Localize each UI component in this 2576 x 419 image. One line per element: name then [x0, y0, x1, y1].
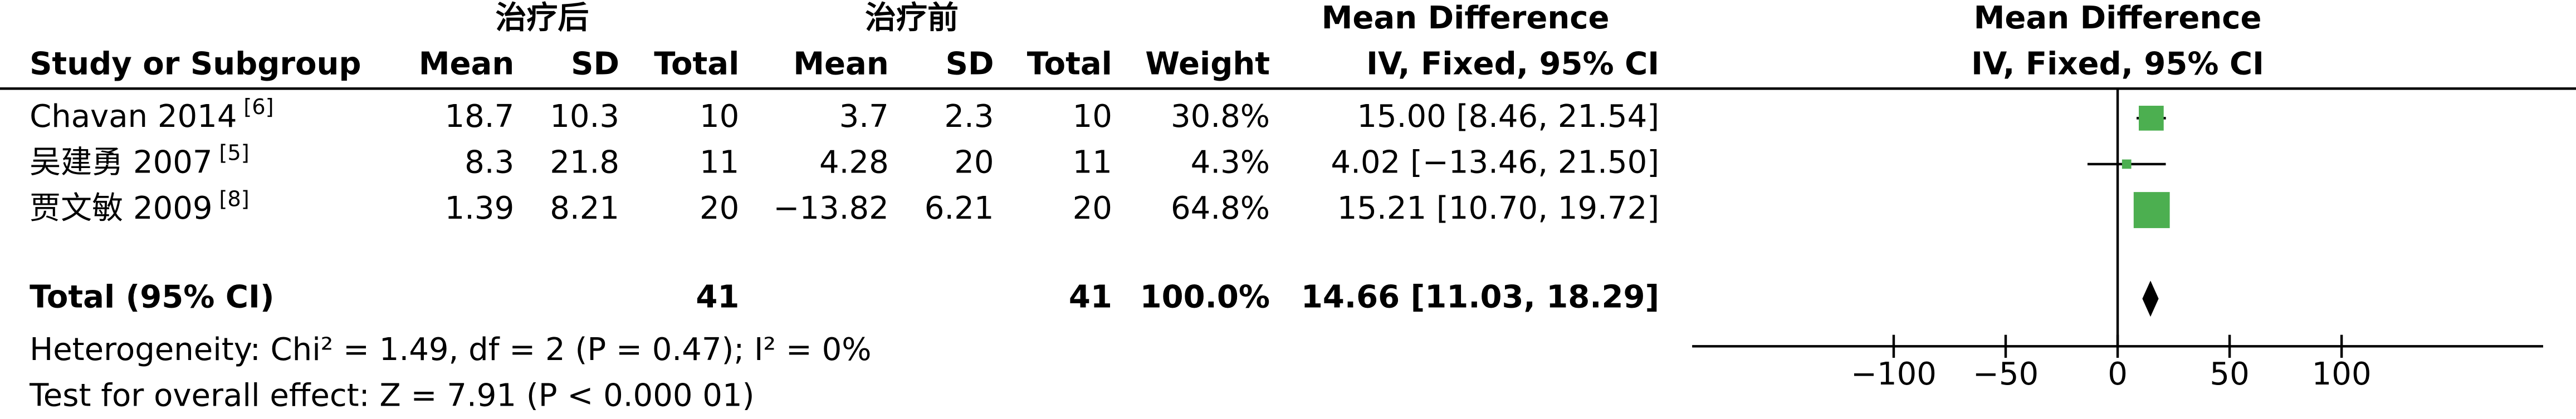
heterogeneity: Heterogeneity: Chi² = 1.49, df = 2 (P = … — [30, 332, 871, 368]
x-tick-label: 0 — [2108, 356, 2128, 392]
cell: 10.3 — [550, 98, 619, 135]
plot-title: Mean Difference — [1974, 0, 2262, 36]
weight-square — [2122, 159, 2132, 169]
reference: [6] — [243, 95, 273, 120]
column-header: IV, Fixed, 95% CI — [1366, 46, 1659, 82]
cell: 3.7 — [839, 98, 889, 135]
group-label: 治疗前 — [865, 0, 959, 36]
weight-square — [2139, 106, 2164, 131]
column-header: Mean — [793, 46, 888, 82]
cell: 11 — [700, 145, 739, 181]
cell: −13.82 — [773, 190, 888, 226]
cell: 20 — [954, 145, 994, 181]
cell: 10 — [1073, 98, 1112, 135]
reference: [5] — [219, 141, 249, 166]
column-title: Mean Difference — [1322, 0, 1610, 36]
column-header: SD — [946, 46, 994, 82]
x-tick-label: 50 — [2210, 356, 2249, 392]
column-header: Mean — [419, 46, 514, 82]
study-name: 吴建勇 2007 — [30, 145, 213, 181]
cell: 15.21 [10.70, 19.72] — [1337, 190, 1659, 226]
cell: 8.21 — [550, 190, 619, 226]
column-header: Study or Subgroup — [30, 46, 361, 82]
summary-diamond — [2142, 280, 2159, 317]
column-header: Total — [1027, 46, 1112, 82]
column-header: SD — [571, 46, 619, 82]
reference: [8] — [219, 186, 249, 211]
x-tick-label: −50 — [1973, 356, 2039, 392]
group-label: 治疗后 — [495, 0, 589, 36]
total-ci: 14.66 [11.03, 18.29] — [1301, 279, 1659, 315]
cell: 11 — [1073, 145, 1112, 181]
cell: 10 — [700, 98, 739, 135]
column-header: Total — [654, 46, 739, 82]
total-n: 41 — [1069, 279, 1112, 315]
cell: 20 — [700, 190, 739, 226]
total-label: Total (95% CI) — [30, 279, 274, 315]
plot-subtitle: IV, Fixed, 95% CI — [1971, 46, 2264, 82]
cell: 6.21 — [925, 190, 994, 226]
weight-square — [2133, 192, 2170, 228]
cell: 4.02 [−13.46, 21.50] — [1331, 145, 1659, 181]
cell: 30.8% — [1171, 98, 1270, 135]
cell: 15.00 [8.46, 21.54] — [1357, 98, 1659, 135]
cell: 21.8 — [550, 145, 619, 181]
cell: 18.7 — [444, 98, 514, 135]
study-name: 贾文敏 2009 — [30, 190, 213, 226]
cell: 2.3 — [944, 98, 994, 135]
cell: 64.8% — [1171, 190, 1270, 226]
total-weight: 100.0% — [1140, 279, 1270, 315]
column-header: Weight — [1145, 46, 1270, 82]
overall-test: Test for overall effect: Z = 7.91 (P < 0… — [29, 377, 754, 413]
study-name: Chavan 2014 — [30, 98, 237, 135]
cell: 20 — [1073, 190, 1112, 226]
cell: 4.3% — [1191, 145, 1270, 181]
cell: 1.39 — [444, 190, 514, 226]
cell: 4.28 — [819, 145, 889, 181]
x-tick-label: −100 — [1851, 356, 1937, 392]
x-tick-label: 100 — [2312, 356, 2372, 392]
total-n: 41 — [696, 279, 739, 315]
cell: 8.3 — [465, 145, 514, 181]
